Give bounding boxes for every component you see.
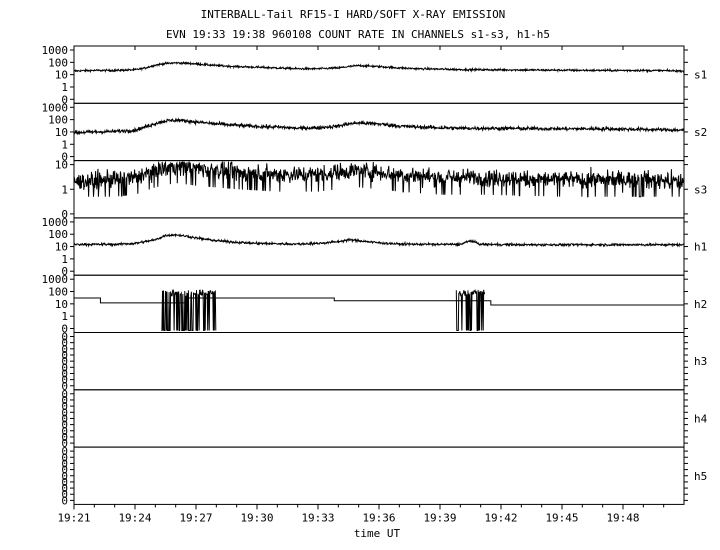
y-tick-label: 0 [61, 374, 68, 387]
x-tick-label: 19:36 [362, 511, 395, 524]
x-tick-label: 19:24 [118, 511, 151, 524]
y-tick-label: 1 [61, 138, 68, 151]
y-tick-label: 0 [61, 343, 68, 356]
y-tick-label: 0 [61, 464, 68, 477]
panel-label-h3: h3 [694, 355, 707, 368]
y-tick-label: 0 [61, 400, 68, 413]
y-tick-label: 0 [61, 323, 68, 336]
y-tick-label: 0 [61, 355, 68, 368]
y-tick-label: 1 [61, 253, 68, 266]
x-axis: 19:21 19:24 19:27 19:30 19:33 19:36 19:39 19:42… [57, 46, 665, 524]
y-tick-label: 0 [61, 476, 68, 489]
y-tick-label: 10 [55, 241, 68, 254]
y-tick-label: 0 [61, 445, 68, 458]
chart-title: INTERBALL-Tail RF15-I HARD/SOFT X-RAY EM… [201, 8, 506, 21]
y-tick-label: 0 [61, 394, 68, 407]
y-tick-label: 10 [55, 298, 68, 311]
y-tick-label: 100 [48, 114, 68, 127]
y-tick-label: 1000 [42, 273, 69, 286]
y-tick-label: 0 [61, 494, 68, 507]
y-tick-label: 1000 [42, 216, 69, 229]
y-tick-label: 0 [61, 488, 68, 501]
y-tick-label: 0 [61, 151, 68, 164]
burst-h2 [161, 288, 217, 331]
y-tick-label: 0 [61, 331, 68, 344]
y-tick-label: 10 [55, 69, 68, 82]
y-tick-label: 0 [61, 457, 68, 470]
x-tick-label: 19:21 [57, 511, 90, 524]
y-tick-label: 10 [55, 159, 68, 172]
panel-label-h2: h2 [694, 298, 707, 311]
panel-label-h5: h5 [694, 470, 707, 483]
y-tick-label: 0 [61, 470, 68, 483]
panel-frame [73, 332, 685, 391]
y-tick-label: 1000 [42, 44, 69, 57]
y-tick-label: 0 [61, 337, 68, 350]
y-tick-label: 0 [61, 419, 68, 432]
panel-frame [73, 389, 685, 448]
series-line-h1 [73, 232, 685, 248]
panel-frame [73, 446, 685, 505]
x-tick-label: 19:30 [240, 511, 273, 524]
burst-h2 [455, 289, 486, 331]
series-line-s3 [73, 161, 685, 198]
y-tick-label: 1000 [42, 101, 69, 114]
y-tick-label: 0 [61, 361, 68, 374]
x-tick-label: 19:48 [606, 511, 639, 524]
y-tick-label: 1 [61, 81, 68, 94]
x-tick-label: 19:39 [423, 511, 456, 524]
panel-frame [73, 217, 685, 276]
series-line-h2 [74, 297, 684, 306]
y-tick-label: 0 [61, 367, 68, 380]
panel-frame [73, 102, 685, 162]
panel-label-s2: s2 [694, 126, 707, 139]
panel-label-s3: s3 [694, 183, 707, 196]
series-line-s1 [73, 60, 685, 74]
x-tick-label: 19:27 [179, 511, 212, 524]
y-tick-label: 100 [48, 286, 68, 299]
y-tick-label: 0 [61, 412, 68, 425]
y-tick-label: 0 [61, 93, 68, 106]
x-axis-label: time UT [354, 527, 401, 540]
panel-label-h4: h4 [694, 412, 708, 425]
y-tick-label: 0 [61, 388, 68, 401]
panel-label-s1: s1 [694, 69, 707, 82]
y-tick-label: 0 [61, 349, 68, 362]
x-tick-label: 19:45 [545, 511, 578, 524]
y-tick-label: 0 [61, 431, 68, 444]
y-tick-label: 0 [61, 208, 68, 221]
y-tick-label: 100 [48, 228, 68, 241]
panels: s110001001010s210001001010s31010h1100010… [42, 44, 708, 507]
y-tick-label: 0 [61, 451, 68, 464]
y-tick-label: 0 [61, 380, 68, 393]
y-tick-label: 0 [61, 437, 68, 450]
x-tick-label: 19:33 [301, 511, 334, 524]
series-line-s2 [73, 117, 685, 136]
y-tick-label: 100 [48, 56, 68, 69]
panel-frame [73, 45, 685, 104]
y-tick-label: 10 [55, 126, 68, 139]
x-tick-label: 19:42 [484, 511, 517, 524]
y-tick-label: 1 [61, 310, 68, 323]
chart-subtitle: EVN 19:33 19:38 960108 COUNT RATE IN CHA… [166, 28, 550, 41]
y-tick-label: 0 [61, 482, 68, 495]
y-tick-label: 0 [61, 425, 68, 438]
y-tick-label: 0 [61, 265, 68, 278]
y-tick-label: 0 [61, 406, 68, 419]
panel-label-h1: h1 [694, 241, 707, 254]
y-tick-label: 1 [61, 183, 68, 196]
